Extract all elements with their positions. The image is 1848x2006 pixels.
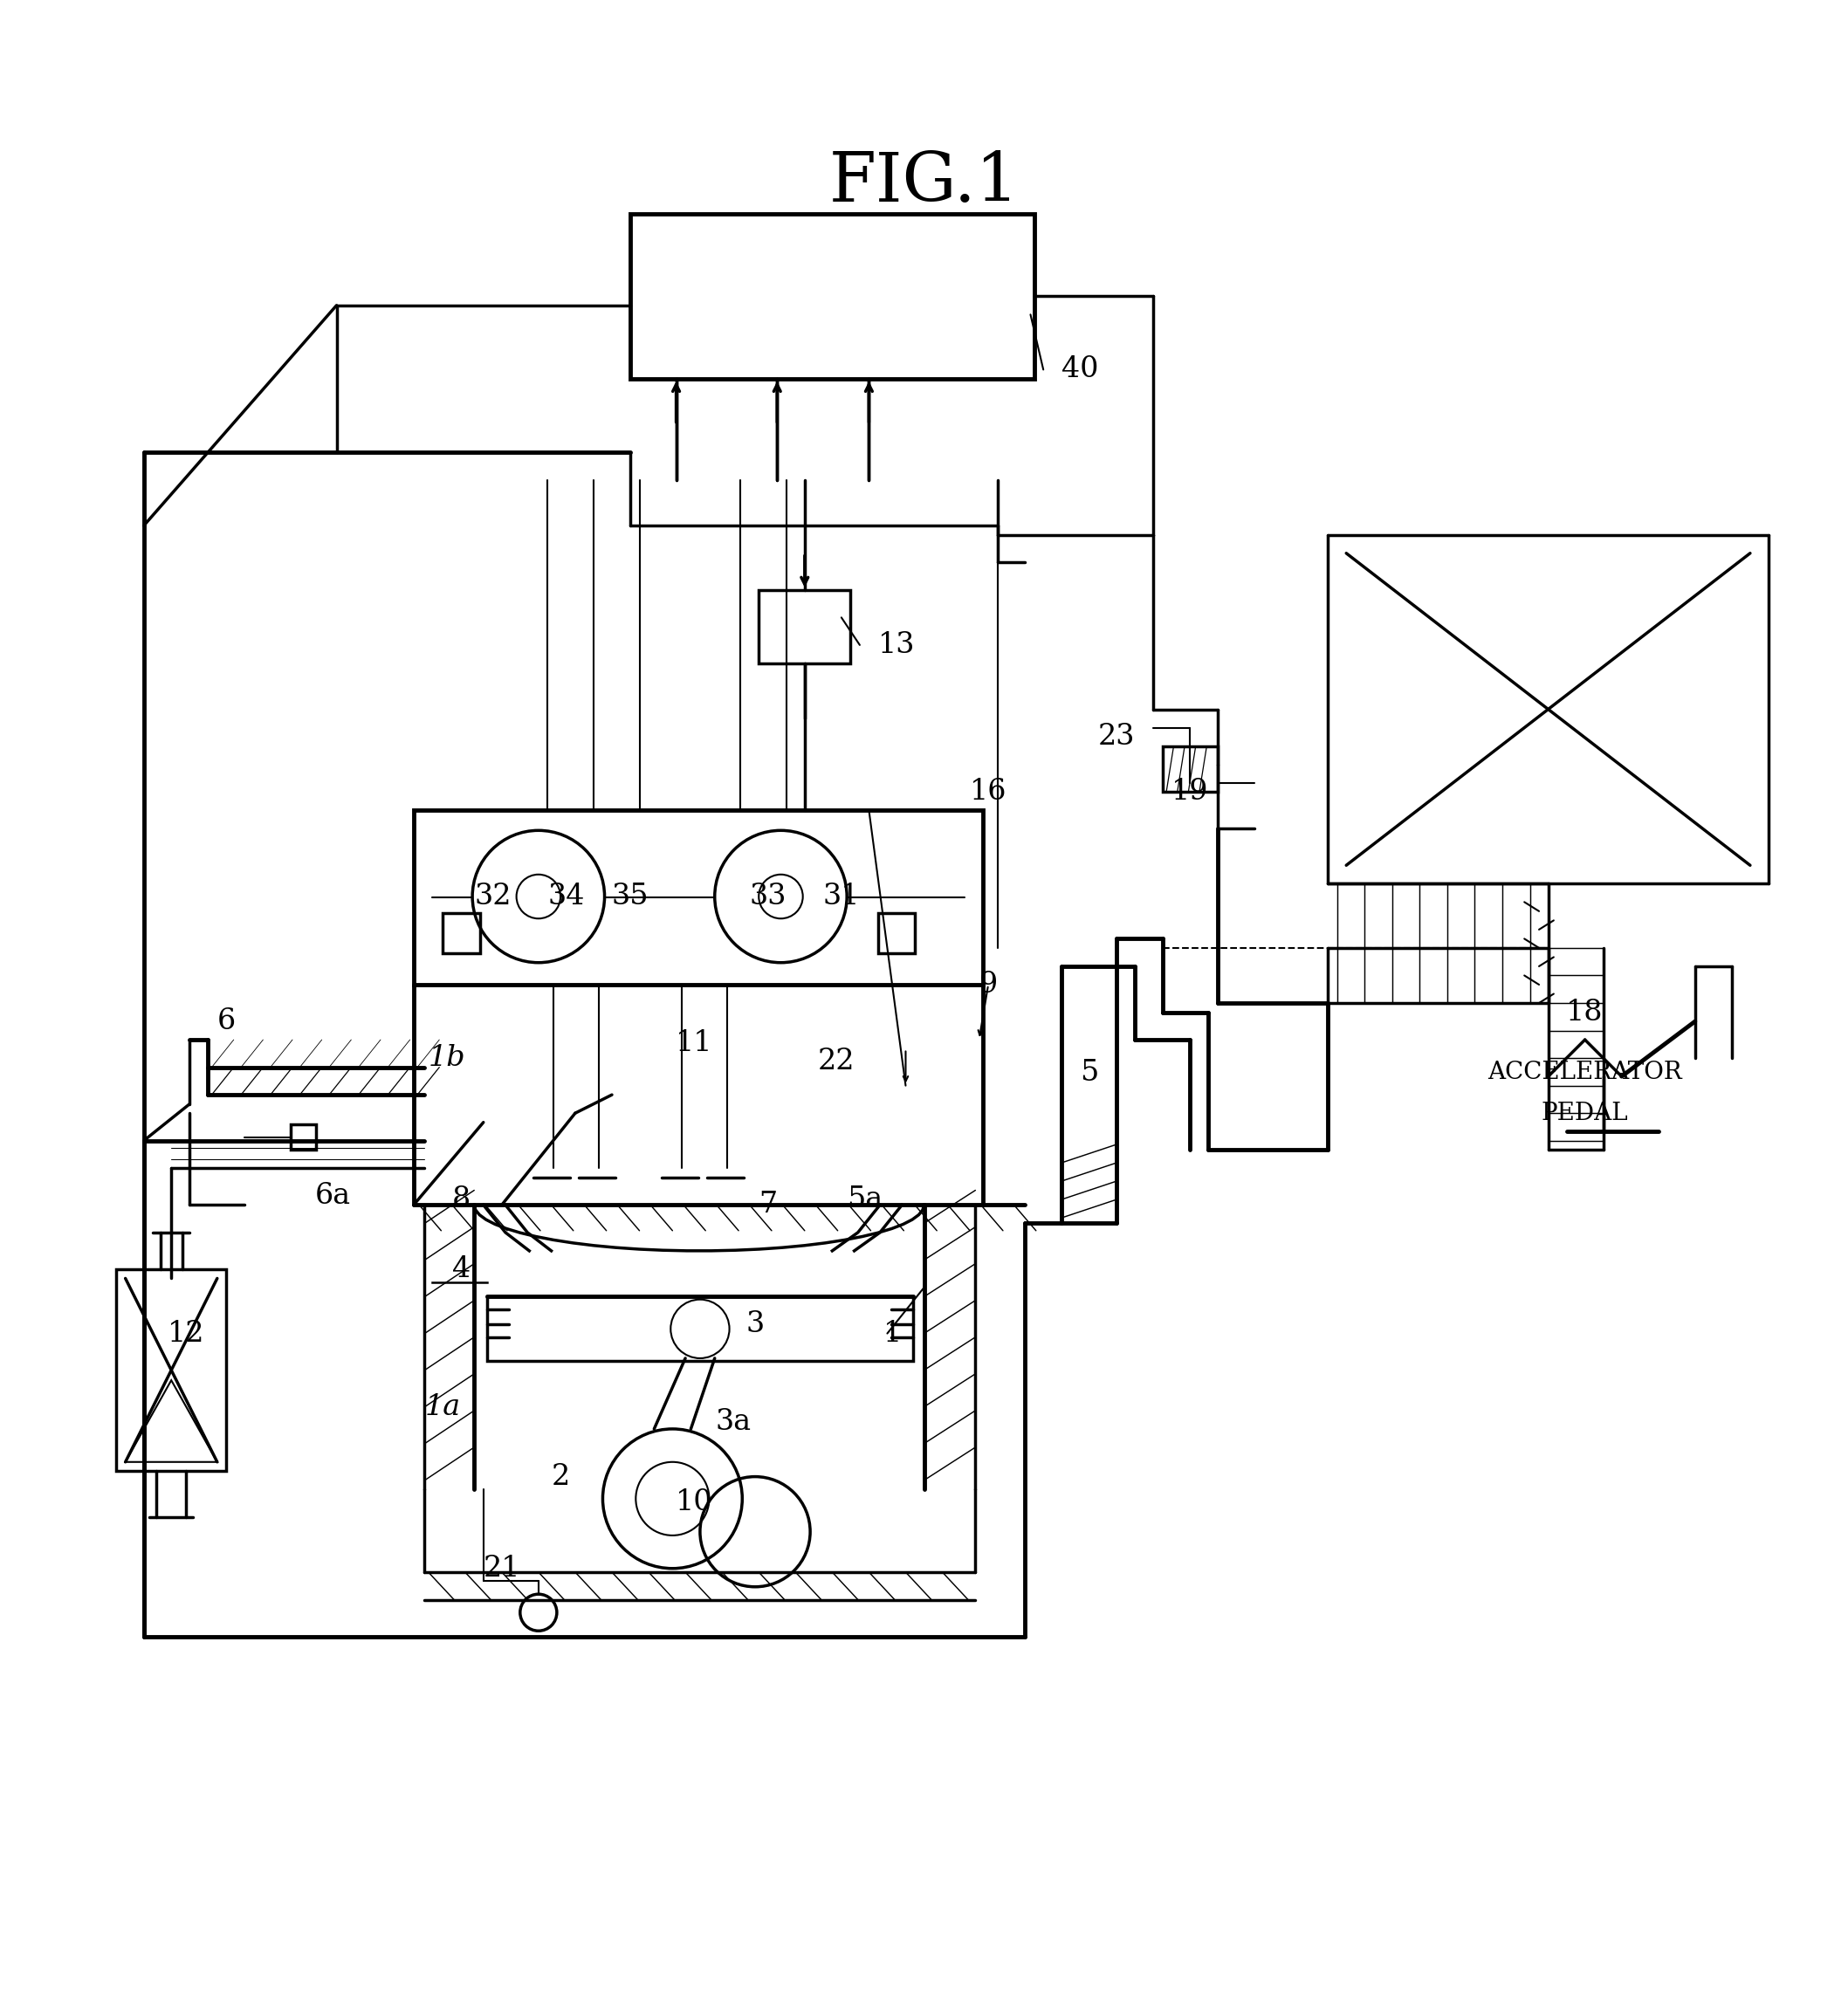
Text: 4: 4 (453, 1256, 471, 1284)
Text: 3a: 3a (715, 1408, 750, 1436)
Text: 5: 5 (1079, 1059, 1098, 1087)
Bar (116, 1270, 225, 1470)
Text: FIG.1: FIG.1 (830, 148, 1018, 215)
Bar (414, 810, 983, 985)
Text: 1a: 1a (425, 1392, 460, 1420)
Text: 34: 34 (547, 883, 584, 911)
Text: 10: 10 (676, 1488, 713, 1517)
Text: 19: 19 (1172, 778, 1209, 806)
Bar (630, 213, 1035, 379)
Text: 23: 23 (1098, 722, 1135, 750)
Text: 33: 33 (750, 883, 787, 911)
Text: 13: 13 (878, 632, 915, 660)
Text: 35: 35 (612, 883, 649, 911)
Text: 22: 22 (817, 1047, 854, 1075)
Text: 6a: 6a (314, 1182, 351, 1210)
Text: 9: 9 (979, 971, 998, 999)
Bar (878, 913, 915, 953)
Text: 31: 31 (822, 883, 859, 911)
Text: 12: 12 (168, 1320, 205, 1348)
Text: 32: 32 (475, 883, 512, 911)
Text: 11: 11 (676, 1029, 713, 1057)
Text: 5a: 5a (846, 1186, 883, 1214)
Text: 6: 6 (216, 1007, 237, 1035)
Text: 3: 3 (747, 1310, 765, 1338)
Text: 21: 21 (482, 1555, 521, 1583)
Text: 16: 16 (970, 778, 1007, 806)
Text: ACCELERATOR: ACCELERATOR (1488, 1061, 1682, 1085)
Text: 1: 1 (883, 1320, 902, 1348)
Text: 18: 18 (1567, 999, 1604, 1027)
Text: 7: 7 (760, 1192, 778, 1220)
Text: 1b: 1b (429, 1043, 466, 1071)
Text: PEDAL: PEDAL (1541, 1101, 1628, 1125)
Bar (444, 913, 480, 953)
Bar (760, 590, 850, 664)
Text: 2: 2 (551, 1462, 569, 1490)
Bar (290, 1123, 316, 1149)
Text: 8: 8 (453, 1186, 471, 1214)
Text: 40: 40 (1063, 355, 1100, 383)
Bar (1162, 746, 1218, 792)
Bar (488, 1296, 913, 1360)
